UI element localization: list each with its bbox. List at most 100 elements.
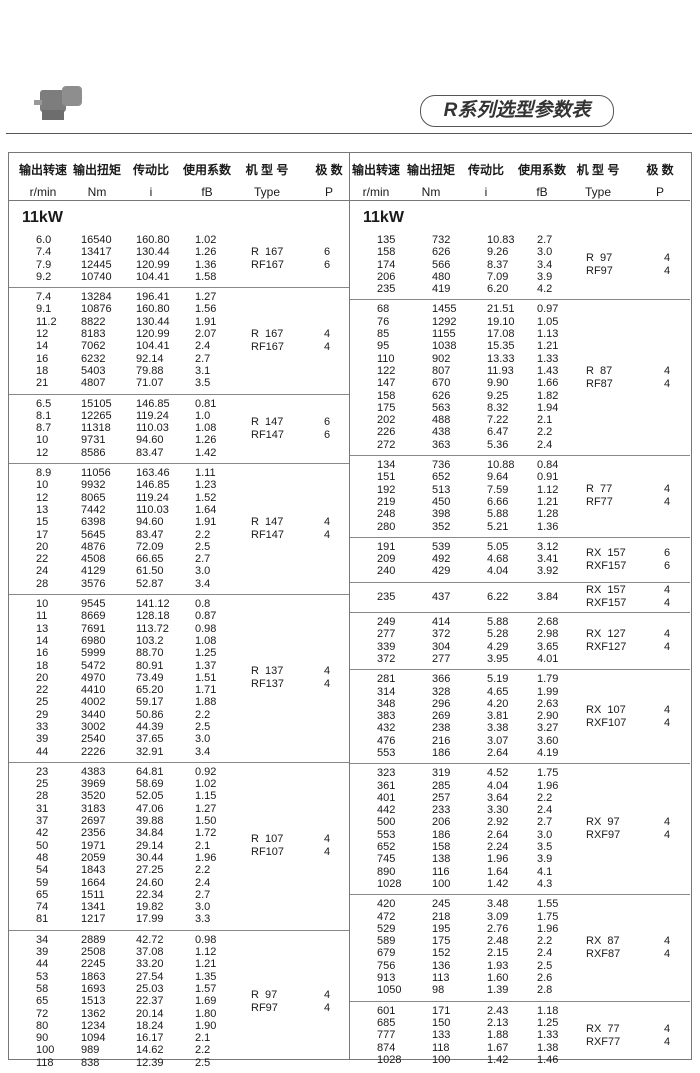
torque-cell: 3969 — [81, 778, 106, 791]
speed-cell: 7.4 — [36, 291, 52, 304]
torque-cell: 4807 — [81, 377, 106, 390]
speed-cell: 25 — [36, 778, 49, 791]
ratio-cell: 39.88 — [136, 815, 164, 828]
table-row: 17 5645 83.47 2.2 — [9, 529, 349, 541]
ratio-cell: 61.50 — [136, 565, 164, 578]
service-factor-cell: 1.82 — [537, 389, 559, 402]
service-factor-cell: 1.05 — [537, 315, 559, 328]
selection-table: 输出转速 r/min 输出扭矩 Nm 传动比 i 使用系数 fB 机 型 号 Type 极 数 P 11… — [8, 152, 692, 1069]
torque-cell: 171 — [432, 1004, 451, 1017]
torque-cell: 4876 — [81, 540, 106, 553]
model-group: 68 1455 21.51 0.97 76 1292 19.10 1.05 85 1155 17.0… — [350, 300, 690, 457]
service-factor-cell: 1.75 — [537, 767, 559, 780]
torque-cell: 133 — [432, 1029, 451, 1042]
service-factor-cell: 2.4 — [195, 876, 211, 889]
model-type-line: RF107 — [251, 846, 285, 859]
torque-cell: 1693 — [81, 982, 106, 995]
table-row: 192 513 7.59 1.12 — [350, 484, 690, 496]
table-row: 110 902 13.33 1.33 — [350, 353, 690, 365]
ratio-cell: 2.48 — [487, 935, 509, 948]
ratio-cell: 4.52 — [487, 767, 509, 780]
header-poles: 极 数 P — [309, 161, 349, 199]
ratio-cell: 88.70 — [136, 647, 164, 660]
ratio-cell: 120.99 — [136, 258, 170, 271]
table-row: 14 6980 103.2 1.08 — [9, 635, 349, 647]
ratio-cell: 32.91 — [136, 745, 164, 758]
table-row: 219 450 6.66 1.21 — [350, 496, 690, 508]
table-row: 913 113 1.60 2.6 — [350, 972, 690, 984]
model-group: 23 4383 64.81 0.92 25 3969 58.69 1.02 28 3520 52.0… — [9, 763, 349, 931]
table-row: 85 1155 17.08 1.13 — [350, 328, 690, 340]
model-type-line: RX 97 — [586, 816, 620, 829]
ratio-cell: 130.44 — [136, 246, 170, 259]
table-row: 42 2356 34.84 1.72 — [9, 827, 349, 839]
ratio-cell: 50.86 — [136, 708, 164, 721]
speed-cell: 13 — [36, 622, 49, 635]
speed-cell: 339 — [377, 640, 396, 653]
service-factor-cell: 0.92 — [195, 765, 217, 778]
ratio-cell: 141.12 — [136, 598, 170, 611]
speed-cell: 314 — [377, 685, 396, 698]
ratio-cell: 83.47 — [136, 528, 164, 541]
service-factor-cell: 0.8 — [195, 598, 211, 611]
torque-cell: 4002 — [81, 696, 106, 709]
table-row: 685 150 2.13 1.25 — [350, 1017, 690, 1029]
speed-cell: 16 — [36, 352, 49, 365]
ratio-cell: 18.24 — [136, 1019, 164, 1032]
service-factor-cell: 2.7 — [195, 888, 211, 901]
service-factor-cell: 3.12 — [537, 540, 559, 553]
torque-cell: 1511 — [81, 888, 105, 901]
speed-cell: 8.9 — [36, 467, 52, 480]
service-factor-cell: 1.64 — [195, 503, 217, 516]
table-row: 50 1971 29.14 2.1 — [9, 840, 349, 852]
torque-cell: 670 — [432, 377, 451, 390]
service-factor-cell: 1.21 — [195, 958, 217, 971]
table-row: 553 186 2.64 3.0 — [350, 829, 690, 841]
ratio-cell: 4.68 — [487, 553, 509, 566]
torque-cell: 186 — [432, 746, 451, 759]
service-factor-cell: 1.33 — [537, 352, 559, 365]
table-row: 209 492 4.68 3.41 — [350, 553, 690, 565]
service-factor-cell: 2.8 — [537, 984, 553, 997]
speed-cell: 39 — [36, 946, 49, 959]
ratio-cell: 104.41 — [136, 270, 170, 283]
speed-cell: 9.2 — [36, 270, 52, 283]
ratio-cell: 6.22 — [487, 590, 509, 603]
service-factor-cell: 2.5 — [195, 1056, 211, 1069]
torque-cell: 277 — [432, 652, 451, 665]
torque-cell: 6398 — [81, 516, 106, 529]
table-row: 15 6398 94.60 1.91 — [9, 516, 349, 528]
service-factor-cell: 1.36 — [537, 520, 559, 533]
model-type: R 97 RF97 — [586, 252, 613, 278]
service-factor-cell: 1.58 — [195, 270, 217, 283]
table-row: 323 319 4.52 1.75 — [350, 767, 690, 779]
ratio-cell: 128.18 — [136, 610, 170, 623]
speed-cell: 7.9 — [36, 258, 52, 271]
service-factor-cell: 1.38 — [537, 1041, 559, 1054]
torque-cell: 437 — [432, 590, 451, 603]
ratio-cell: 10.83 — [487, 234, 515, 246]
ratio-cell: 2.64 — [487, 746, 509, 759]
model-type: RX 77 RXF77 — [586, 1023, 620, 1049]
table-row: 248 398 5.88 1.28 — [350, 508, 690, 520]
table-row: 21 4807 71.07 3.5 — [9, 377, 349, 389]
table-row: 529 195 2.76 1.96 — [350, 923, 690, 935]
model-type-line: R 137 — [251, 665, 284, 678]
speed-cell: 277 — [377, 628, 396, 641]
model-type: R 97 RF97 — [251, 989, 278, 1015]
table-row: 679 152 2.15 2.4 — [350, 947, 690, 959]
ratio-cell: 3.38 — [487, 722, 509, 735]
speed-cell: 25 — [36, 696, 49, 709]
model-type-line: R 87 — [586, 364, 613, 377]
table-row: 777 133 1.88 1.33 — [350, 1029, 690, 1041]
model-type: RX 127 RXF127 — [586, 628, 626, 654]
table-row: 29 3440 50.86 2.2 — [9, 709, 349, 721]
service-factor-cell: 2.7 — [537, 816, 553, 829]
table-row: 68 1455 21.51 0.97 — [350, 303, 690, 315]
ratio-cell: 5.36 — [487, 438, 509, 451]
ratio-cell: 110.03 — [136, 503, 169, 516]
torque-cell: 116 — [432, 865, 450, 878]
